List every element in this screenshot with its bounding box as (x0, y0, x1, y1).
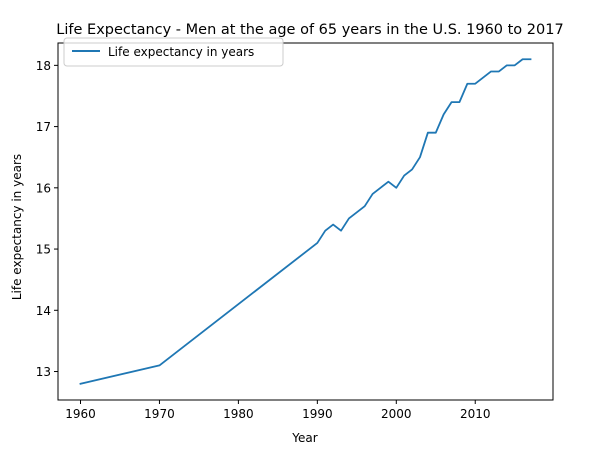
x-tick-label: 1970 (144, 407, 175, 421)
y-axis-label: Life expectancy in years (10, 154, 24, 300)
y-tick-label: 16 (36, 181, 51, 195)
y-tick-label: 15 (36, 243, 51, 257)
y-tick-label: 14 (36, 304, 51, 318)
legend: Life expectancy in years (64, 38, 283, 66)
y-tick-label: 17 (36, 120, 51, 134)
x-tick-label: 1980 (223, 407, 254, 421)
legend-label: Life expectancy in years (108, 45, 254, 59)
x-axis-label: Year (291, 431, 317, 445)
chart-title: Life Expectancy - Men at the age of 65 y… (56, 22, 563, 38)
x-tick-label: 2010 (460, 407, 491, 421)
y-tick-label: 18 (36, 59, 51, 73)
x-tick-label: 2000 (381, 407, 412, 421)
x-tick-label: 1990 (302, 407, 333, 421)
x-tick-label: 1960 (65, 407, 96, 421)
y-tick-label: 13 (36, 365, 51, 379)
